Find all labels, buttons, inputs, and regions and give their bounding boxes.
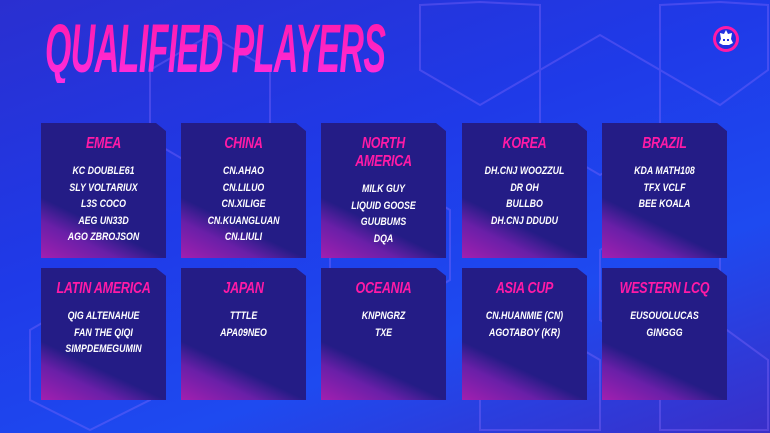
player-list: KNPNGRZ TXE bbox=[321, 308, 446, 341]
player-name: GINGGG bbox=[646, 326, 683, 339]
card-accent-decoration bbox=[181, 197, 306, 258]
player-name: SLY VOLTARIUX bbox=[69, 181, 138, 194]
card-accent-decoration bbox=[602, 197, 727, 258]
player-name: GUUBUMS bbox=[360, 216, 407, 228]
card-accent-decoration bbox=[41, 197, 166, 258]
player-name: DR OH bbox=[510, 181, 539, 194]
player-list: MILK GUY LIQUID GOOSE GUUBUMS DQA bbox=[321, 181, 446, 247]
region-card-emea: EMEA KC DOUBLE61 SLY VOLTARIUX L3S COCO AEG … bbox=[41, 123, 166, 258]
region-card-asia-cup: ASIA CUP CN.HUANMIE (CN) AGOTABOY (KR) bbox=[462, 268, 587, 400]
region-card-latin-america: LATIN AMERICA QIG ALTENAHUE FAN THE QIQI SI… bbox=[41, 268, 166, 400]
player-name: DH.CNJ WOOZZUL bbox=[484, 165, 565, 177]
player-name: EUSOUOLUCAS bbox=[630, 310, 699, 322]
player-list: EUSOUOLUCAS GINGGG bbox=[602, 308, 727, 341]
player-name: CN.AHAO bbox=[222, 165, 265, 177]
region-name: OCEANIA bbox=[355, 280, 412, 297]
player-name: SIMPDEMEGUMIN bbox=[65, 343, 142, 355]
region-card-china: CHINA CN.AHAO CN.LILUO CN.XILIGE CN.KUANGLUA… bbox=[181, 123, 306, 258]
player-name: AGO ZBROJSON bbox=[67, 231, 140, 243]
card-accent-decoration bbox=[181, 340, 306, 400]
player-name: AEG UN33D bbox=[78, 214, 129, 227]
player-name: CN.HUANMIE (CN) bbox=[485, 310, 564, 322]
player-name: TXE bbox=[374, 326, 393, 339]
region-name: ASIA CUP bbox=[495, 280, 554, 297]
region-name: KOREA bbox=[502, 135, 547, 152]
player-name: CN.XILIGE bbox=[221, 198, 266, 210]
region-name: WESTERN LCQ bbox=[619, 280, 710, 297]
region-card-korea: KOREA DH.CNJ WOOZZUL DR OH BULLBO DH.CNJ DDU… bbox=[462, 123, 587, 258]
page-title: QUALIFIED PLAYERS bbox=[45, 10, 386, 87]
esports-logo-icon bbox=[713, 26, 739, 52]
player-name: CN.LILUO bbox=[222, 181, 265, 194]
player-list: TTTLE APA09NEO bbox=[181, 308, 306, 341]
player-name: CN.KUANGLUAN bbox=[207, 214, 280, 227]
card-accent-decoration bbox=[462, 197, 587, 258]
player-list: KC DOUBLE61 SLY VOLTARIUX L3S COCO AEG UN33… bbox=[41, 163, 166, 246]
player-name: CN.LIULI bbox=[224, 231, 263, 243]
player-name: KDA MATH108 bbox=[634, 165, 695, 177]
region-card-oceania: OCEANIA KNPNGRZ TXE bbox=[321, 268, 446, 400]
player-name: KC DOUBLE61 bbox=[72, 165, 135, 177]
player-name: L3S COCO bbox=[81, 198, 126, 210]
region-card-japan: JAPAN TTTLE APA09NEO bbox=[181, 268, 306, 400]
player-list: DH.CNJ WOOZZUL DR OH BULLBO DH.CNJ DDUDU bbox=[462, 163, 587, 229]
card-accent-decoration bbox=[462, 340, 587, 400]
player-name: MILK GUY bbox=[361, 183, 406, 195]
player-name: TTTLE bbox=[229, 310, 258, 322]
card-accent-decoration bbox=[321, 197, 446, 258]
card-accent-decoration bbox=[602, 340, 727, 400]
region-name: NORTH AMERICA bbox=[355, 135, 412, 170]
region-name: LATIN AMERICA bbox=[56, 280, 151, 297]
region-name: JAPAN bbox=[223, 280, 264, 297]
player-name: BULLBO bbox=[506, 198, 543, 210]
region-card-western-lcq: WESTERN LCQ EUSOUOLUCAS GINGGG bbox=[602, 268, 727, 400]
region-card-brazil: BRAZIL KDA MATH108 TFX VCLF BEE KOALA bbox=[602, 123, 727, 258]
player-name: BEE KOALA bbox=[638, 198, 691, 210]
card-accent-decoration bbox=[321, 340, 446, 400]
player-list: QIG ALTENAHUE FAN THE QIQI SIMPDEMEGUMIN bbox=[41, 308, 166, 358]
region-card-north-america: NORTH AMERICA MILK GUY LIQUID GOOSE GUUBUMS… bbox=[321, 123, 446, 258]
player-name: FAN THE QIQI bbox=[74, 326, 133, 339]
region-name: BRAZIL bbox=[642, 135, 687, 152]
player-name: TFX VCLF bbox=[643, 181, 686, 194]
player-name: KNPNGRZ bbox=[361, 310, 406, 322]
player-name: LIQUID GOOSE bbox=[351, 199, 416, 212]
player-name: APA09NEO bbox=[220, 326, 267, 339]
region-name: EMEA bbox=[85, 135, 122, 152]
player-list: CN.HUANMIE (CN) AGOTABOY (KR) bbox=[462, 308, 587, 341]
region-name: CHINA bbox=[224, 135, 263, 152]
player-name: AGOTABOY (KR) bbox=[488, 326, 561, 339]
player-list: KDA MATH108 TFX VCLF BEE KOALA bbox=[602, 163, 727, 213]
player-name: DQA bbox=[373, 232, 394, 245]
card-accent-decoration bbox=[41, 340, 166, 400]
player-list: CN.AHAO CN.LILUO CN.XILIGE CN.KUANGLUAN CN.L… bbox=[181, 163, 306, 246]
player-name: DH.CNJ DDUDU bbox=[491, 214, 558, 227]
player-name: QIG ALTENAHUE bbox=[67, 310, 140, 322]
